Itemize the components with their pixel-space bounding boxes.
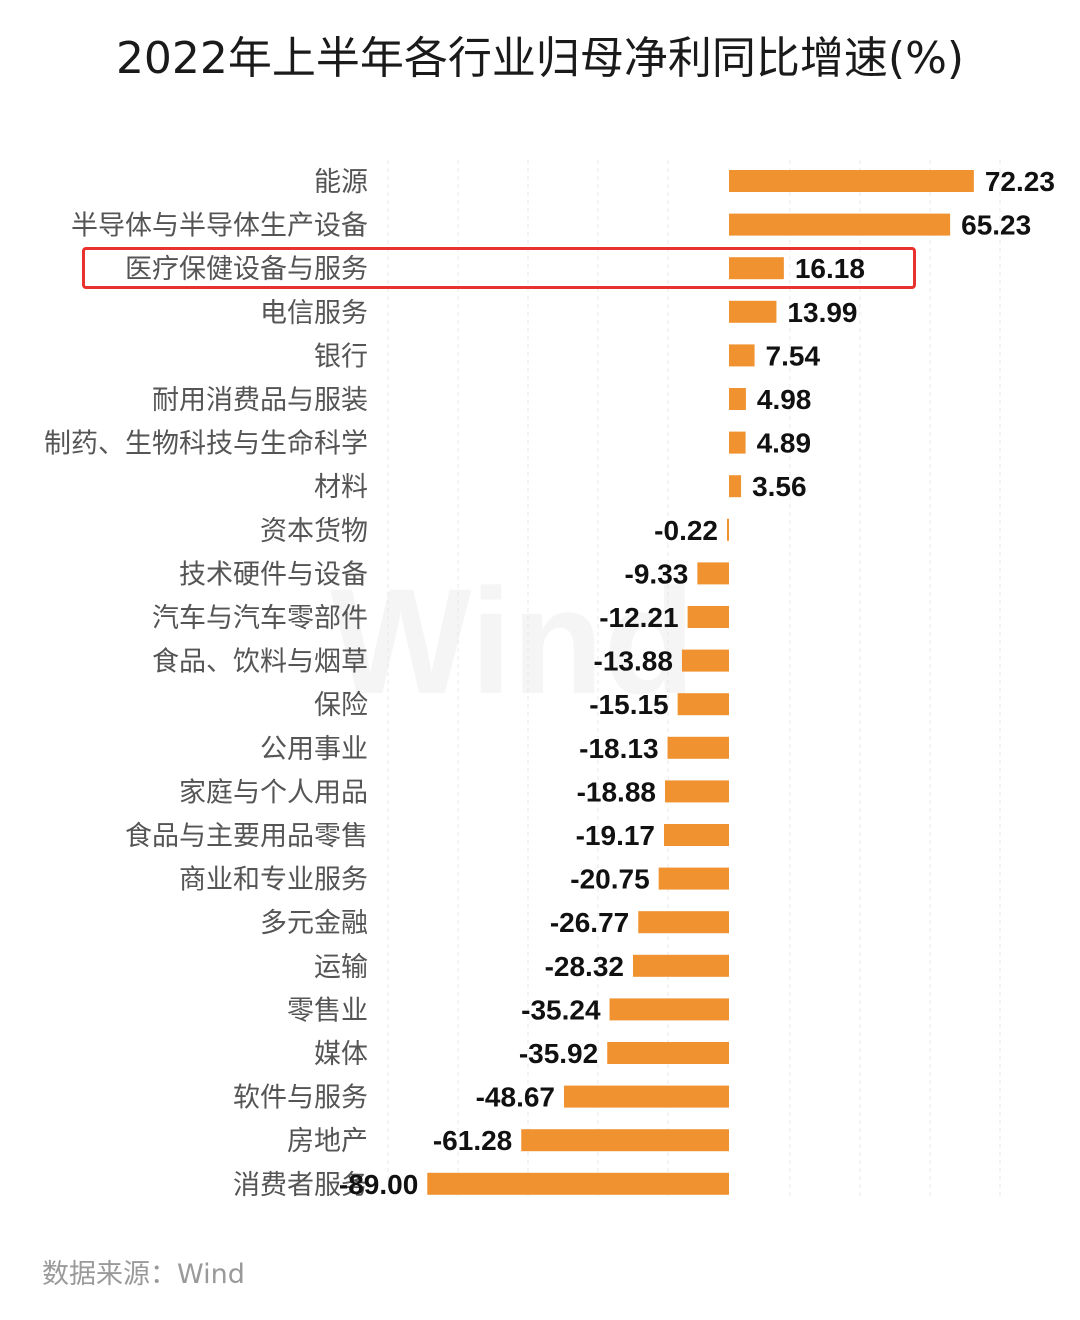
bar: [607, 1042, 729, 1064]
category-label: 银行: [314, 341, 368, 372]
category-label: 家庭与个人用品: [179, 777, 368, 808]
bar: [664, 780, 729, 803]
bar: [729, 170, 974, 192]
bar: [729, 431, 746, 454]
bar: [729, 475, 742, 498]
category-label: 食品、饮料与烟草: [152, 647, 368, 678]
value-label: -35.24: [521, 994, 601, 1025]
value-label: 72.23: [985, 166, 1055, 197]
bar: [638, 911, 729, 934]
bar-chart: 能源 72.23 半导体与半导体生产设备 65.23 医疗保健设备与服务 16.18 电信服…: [44, 160, 1055, 1201]
category-label: 零售业: [287, 995, 368, 1026]
value-label: -13.88: [594, 646, 673, 677]
bar: [658, 867, 729, 890]
category-label: 运输: [314, 952, 368, 983]
category-label: 汽车与汽车零部件: [152, 603, 368, 634]
category-label: 电信服务: [260, 298, 368, 329]
bar: [609, 998, 729, 1021]
category-label: 媒体: [314, 1039, 368, 1070]
value-label: 16.18: [795, 253, 865, 284]
value-label: -26.77: [550, 907, 629, 938]
category-label: 保险: [314, 690, 368, 721]
bar: [564, 1085, 729, 1108]
value-label: -28.32: [545, 951, 624, 982]
bar: [729, 300, 777, 323]
category-label: 房地产: [287, 1126, 368, 1157]
bar: [427, 1172, 729, 1195]
value-label: -18.13: [579, 733, 658, 764]
bar: [664, 824, 729, 846]
category-label: 消费者服务: [233, 1170, 368, 1201]
value-label: 7.54: [766, 340, 821, 371]
value-label: -48.67: [476, 1082, 555, 1113]
category-label: 材料: [314, 472, 368, 503]
bar: [632, 954, 729, 977]
category-label: 软件与服务: [233, 1083, 368, 1114]
bar: [697, 562, 729, 585]
category-label: 商业和专业服务: [179, 865, 368, 896]
value-label: 65.23: [961, 210, 1031, 241]
category-label: 资本货物: [260, 516, 368, 547]
value-label: 4.89: [757, 428, 812, 459]
value-label: -0.22: [654, 515, 718, 546]
bar: [687, 606, 729, 628]
chart-title: 2022年上半年各行业归母净利同比增速(%): [115, 33, 965, 84]
category-label: 多元金融: [260, 908, 368, 939]
value-label: -9.33: [625, 558, 689, 589]
bar: [727, 518, 729, 541]
bar: [667, 736, 729, 759]
bar: [521, 1129, 729, 1152]
value-label: -18.88: [577, 776, 656, 807]
source-note: 数据来源：Wind: [42, 1259, 245, 1290]
category-label: 能源: [314, 167, 368, 198]
bar: [729, 257, 784, 280]
category-label: 半导体与半导体生产设备: [71, 211, 368, 242]
bar: [729, 388, 746, 410]
category-label: 耐用消费品与服装: [152, 385, 368, 416]
category-label: 制药、生物科技与生命科学: [44, 429, 368, 460]
highlight-box: [82, 247, 916, 289]
value-label: -15.15: [589, 689, 668, 720]
category-label: 医疗保健设备与服务: [125, 254, 368, 285]
value-label: 13.99: [787, 297, 857, 328]
bar: [681, 649, 729, 672]
value-label: -61.28: [433, 1125, 512, 1156]
value-label: -20.75: [570, 864, 649, 895]
bar: [729, 213, 951, 236]
value-label: -35.92: [519, 1038, 598, 1069]
watermark: Wind: [330, 557, 696, 725]
value-label: -89.00: [339, 1169, 418, 1200]
category-label: 技术硬件与设备: [179, 559, 368, 590]
bar: [729, 344, 755, 367]
value-label: -19.17: [576, 820, 655, 851]
value-label: 3.56: [752, 471, 807, 502]
bar: [677, 693, 729, 716]
category-label: 公用事业: [260, 734, 368, 765]
value-label: -12.21: [599, 602, 678, 633]
value-label: 4.98: [757, 384, 812, 415]
category-label: 食品与主要用品零售: [125, 821, 368, 852]
